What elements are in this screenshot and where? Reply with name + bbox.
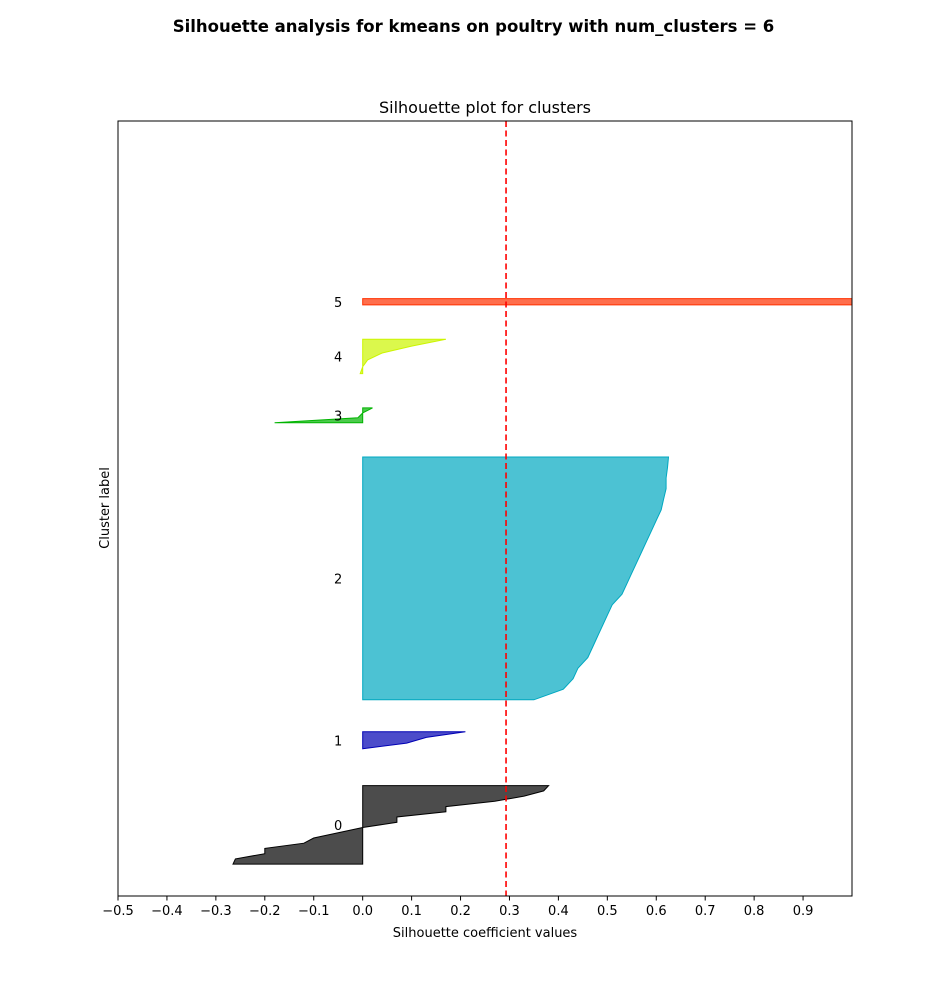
x-tick-label: 0.2 [450, 904, 471, 919]
silhouette-cluster-4 [359, 338, 446, 375]
y-axis-label: Cluster label [98, 467, 113, 549]
silhouette-cluster-3 [274, 407, 373, 424]
silhouette-cluster-0 [232, 785, 550, 865]
x-tick-label: −0.2 [249, 904, 281, 919]
x-tick-label: −0.1 [298, 904, 330, 919]
x-tick-label: −0.4 [151, 904, 183, 919]
x-axis-label: Silhouette coefficient values [393, 926, 578, 941]
x-tick-label: 0.1 [401, 904, 422, 919]
cluster-label-2: 2 [334, 572, 342, 587]
x-tick-label: 0.7 [695, 904, 716, 919]
x-tick-label: −0.5 [102, 904, 134, 919]
cluster-labels: 0 1 2 3 4 5 [334, 296, 342, 834]
silhouette-cluster-1 [362, 731, 466, 750]
chart-title: Silhouette plot for clusters [379, 98, 591, 117]
x-tick-label: 0.3 [499, 904, 520, 919]
cluster-label-1: 1 [334, 734, 342, 749]
x-tick-label: 0.9 [793, 904, 814, 919]
x-tick-label: 0.5 [597, 904, 618, 919]
x-tick-label: 0.6 [646, 904, 667, 919]
cluster-label-4: 4 [334, 350, 342, 365]
cluster-label-3: 3 [334, 409, 342, 424]
cluster-silhouettes [232, 298, 853, 865]
x-tick-label: 0.4 [548, 904, 569, 919]
x-tick-label: 0.8 [744, 904, 765, 919]
x-tick-label: 0.0 [352, 904, 373, 919]
cluster-label-0: 0 [334, 819, 342, 834]
silhouette-cluster-5 [362, 298, 853, 306]
x-tick-label: −0.3 [200, 904, 232, 919]
silhouette-cluster-2 [362, 456, 670, 701]
x-axis-ticks: −0.5 −0.4 −0.3 −0.2 −0.1 0.0 0.1 0.2 0.3 0.4 0.5 0.… [102, 896, 813, 919]
plot-frame [117, 120, 853, 897]
cluster-label-5: 5 [334, 296, 342, 311]
figure-suptitle: Silhouette analysis for kmeans on poultr… [172, 17, 775, 36]
